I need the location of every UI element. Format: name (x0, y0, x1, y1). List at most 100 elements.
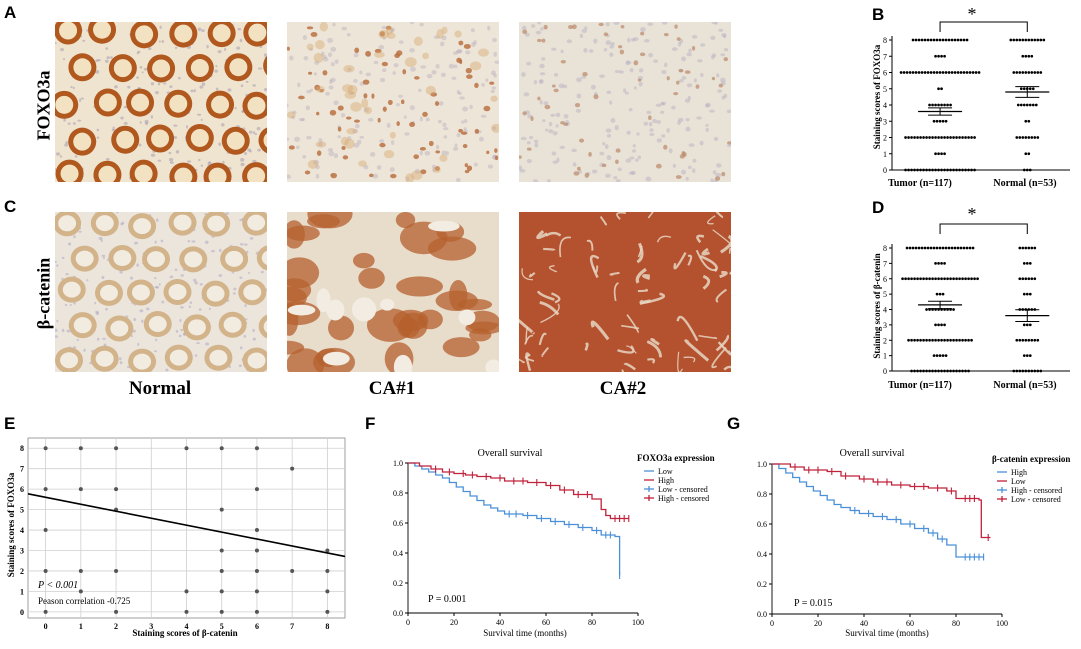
chart-g-legend-title: β-catenin expression (992, 454, 1070, 464)
chart-b-dot (1018, 71, 1022, 74)
chart-d-dot (952, 338, 955, 342)
chart-d-dot (935, 292, 939, 296)
chart-e-point (325, 548, 330, 553)
chart-e-xtick-label: 4 (185, 622, 189, 631)
chart-e-ytick-label: 8 (20, 444, 24, 453)
chart-b-dot (923, 71, 927, 74)
chart-d-dot (940, 262, 943, 265)
chart-d-dot (962, 246, 966, 250)
chart-d-dot (922, 277, 925, 281)
chart-d-dot (943, 323, 946, 327)
chart-d-dot (958, 369, 961, 373)
chart-b-dot (946, 103, 949, 107)
chart-b-dot (941, 38, 945, 42)
chart-e-correlation-text: Peason correlation -0.725 (38, 596, 131, 606)
chart-d-dot (910, 369, 913, 373)
chart-d-dot (928, 277, 931, 281)
chart-e-point (78, 487, 83, 492)
chart-d-dot (973, 277, 976, 281)
chart-b-dot (920, 38, 924, 42)
chart-b-dot (928, 103, 931, 107)
chart-e-xtick-label: 0 (44, 622, 48, 631)
chart-b-dot (1012, 38, 1016, 42)
chart-d-dot (1025, 262, 1029, 265)
chart-d-dot (913, 369, 916, 373)
chart-b-dot (1015, 38, 1019, 42)
chart-b-dot (913, 168, 916, 172)
chart-b-dot (1021, 71, 1025, 74)
chart-d-dot (940, 338, 943, 342)
chart-b-dot (932, 119, 936, 123)
chart-e-xlabel: Staining scores of β-catenin (132, 628, 237, 638)
chart-d-dot (932, 354, 936, 357)
chart-g-survival-beta-catenin: Overall survival Survival time (months) … (757, 448, 1070, 638)
chart-b-ytick-label: 7 (883, 52, 887, 61)
chart-d-dot (967, 277, 970, 281)
chart-d-dot (952, 308, 955, 311)
chart-b-dot (905, 71, 909, 74)
chart-b-dot (919, 136, 922, 139)
chart-d-dot (1030, 338, 1034, 342)
chart-d-dot (917, 246, 921, 250)
chart-d-ytick-label: 0 (883, 367, 887, 376)
chart-d-dot (1012, 369, 1016, 373)
chart-d-dot (934, 369, 937, 373)
chart-b-dot (1028, 103, 1032, 107)
chart-e-point (43, 528, 48, 533)
chart-d-dot (916, 338, 919, 342)
chart-e-point (78, 568, 83, 573)
chart-g-xtick-label: 60 (906, 619, 914, 628)
chart-e-point (43, 446, 48, 451)
chart-d-dot (937, 262, 940, 265)
chart-d-dot (935, 246, 939, 250)
chart-b-dot (934, 103, 937, 107)
chart-b-dot (938, 71, 942, 74)
chart-d-ytick-label: 6 (883, 275, 887, 284)
chart-b-dot (953, 38, 957, 42)
chart-d-dot (901, 277, 904, 281)
chart-d-dot (1036, 338, 1040, 342)
chart-b-dot (950, 38, 954, 42)
chart-b-dot (916, 136, 919, 139)
chart-b-dot (962, 38, 966, 42)
chart-d-dot (1015, 338, 1019, 342)
chart-b-dot (937, 152, 940, 156)
chart-b-dot (967, 168, 970, 172)
chart-d-dot (955, 338, 958, 342)
chart-b-dot (1024, 54, 1028, 58)
chart-d-dot (911, 246, 915, 250)
chart-b-dot (925, 136, 928, 139)
micrograph-beta-catenin-normal (55, 212, 267, 372)
chart-b-dot (965, 38, 969, 42)
chart-d-dot (1015, 369, 1019, 373)
chart-d-dot (1025, 354, 1029, 357)
chart-e-point (114, 568, 119, 573)
chart-d-dot (931, 277, 934, 281)
chart-e-point (184, 446, 189, 451)
chart-d-dot (935, 354, 939, 357)
chart-d-dot (1021, 246, 1025, 250)
chart-d-dot (1018, 338, 1022, 342)
chart-b-dot (958, 168, 961, 172)
chart-d-dot (1028, 292, 1032, 296)
chart-d-dot (944, 246, 948, 250)
chart-b-dot (934, 168, 937, 172)
chart-d-dot (955, 277, 958, 281)
chart-b-dot (934, 54, 937, 58)
chart-b-category-tumor: Tumor (n=117) (888, 178, 952, 189)
chart-b-dot (1019, 87, 1023, 91)
chart-d-dot (910, 277, 913, 281)
chart-d-dot (1021, 277, 1025, 281)
chart-b-dot (944, 38, 948, 42)
chart-d-dot (908, 246, 912, 250)
chart-b-dot (946, 168, 949, 172)
chart-b-dot (908, 71, 912, 74)
chart-b-dot (971, 71, 975, 74)
chart-e-xtick-label: 2 (114, 622, 118, 631)
chart-d-dot (949, 338, 952, 342)
chart-b-dot (1042, 38, 1046, 42)
chart-d-dot (964, 338, 967, 342)
chart-b-dot (1039, 38, 1043, 42)
chart-e-ytick-label: 6 (20, 485, 24, 494)
